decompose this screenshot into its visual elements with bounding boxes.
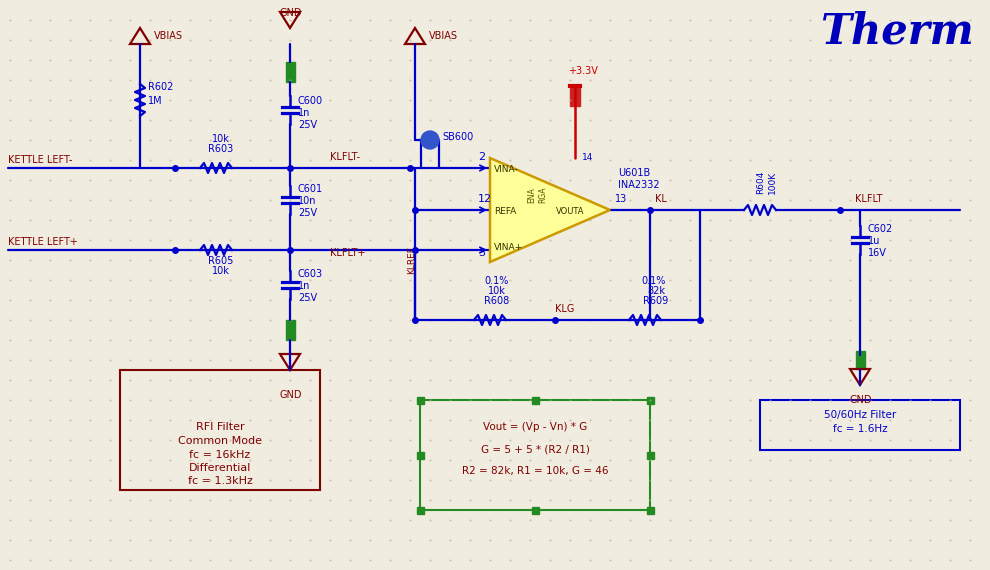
Text: 12: 12 xyxy=(478,194,492,204)
Text: 100K: 100K xyxy=(768,171,777,194)
Text: KL: KL xyxy=(655,194,667,204)
Text: 1n: 1n xyxy=(298,281,311,291)
Text: VINA+: VINA+ xyxy=(494,243,523,253)
Bar xyxy=(760,400,960,450)
Text: GND: GND xyxy=(850,395,872,405)
Text: REFA: REFA xyxy=(494,207,516,217)
Text: RFI Filter: RFI Filter xyxy=(196,422,245,432)
Bar xyxy=(856,351,865,369)
Text: ENA: ENA xyxy=(527,187,536,203)
Text: 3: 3 xyxy=(478,248,485,258)
Text: fc = 16kHz: fc = 16kHz xyxy=(189,450,250,460)
Text: R602: R602 xyxy=(148,82,173,92)
Text: R605: R605 xyxy=(208,256,234,266)
Text: 16V: 16V xyxy=(868,248,887,258)
Text: KLFLT: KLFLT xyxy=(855,194,882,204)
Text: R2 = 82k, R1 = 10k, G = 46: R2 = 82k, R1 = 10k, G = 46 xyxy=(461,466,608,476)
Bar xyxy=(417,397,424,404)
Bar xyxy=(646,397,653,404)
Bar xyxy=(417,451,424,458)
Text: Therm: Therm xyxy=(820,10,973,52)
Polygon shape xyxy=(490,158,610,262)
Text: INA2332: INA2332 xyxy=(618,180,659,190)
Text: Differential: Differential xyxy=(189,463,251,473)
Bar xyxy=(417,507,424,514)
Bar xyxy=(286,320,295,340)
Text: R603: R603 xyxy=(208,144,234,154)
Text: R609: R609 xyxy=(643,296,668,306)
Text: R604: R604 xyxy=(756,170,765,194)
Text: fc = 1.6Hz: fc = 1.6Hz xyxy=(833,424,887,434)
Bar xyxy=(646,451,653,458)
Text: 50/60Hz Filter: 50/60Hz Filter xyxy=(824,410,896,420)
Circle shape xyxy=(421,131,439,149)
Text: GND: GND xyxy=(280,8,303,18)
Text: 1M: 1M xyxy=(148,96,162,106)
Bar xyxy=(532,397,539,404)
Text: 1n: 1n xyxy=(298,108,311,118)
Text: C603: C603 xyxy=(298,269,323,279)
Bar xyxy=(570,88,580,106)
Bar xyxy=(120,370,320,490)
Text: 14: 14 xyxy=(582,153,593,162)
Text: fc = 1.3kHz: fc = 1.3kHz xyxy=(187,476,252,486)
Text: VBIAS: VBIAS xyxy=(154,31,183,41)
Text: 10k: 10k xyxy=(212,266,230,276)
Text: KETTLE LEFT+: KETTLE LEFT+ xyxy=(8,237,78,247)
Text: KLREF: KLREF xyxy=(407,246,416,274)
Text: 25V: 25V xyxy=(298,120,317,130)
Text: VOUTA: VOUTA xyxy=(556,207,584,217)
Bar xyxy=(646,507,653,514)
Text: 1u: 1u xyxy=(868,236,880,246)
Text: 0.1%: 0.1% xyxy=(484,276,509,286)
Text: R608: R608 xyxy=(484,296,509,306)
Text: 25V: 25V xyxy=(298,293,317,303)
Text: Common Mode: Common Mode xyxy=(178,436,262,446)
Text: C600: C600 xyxy=(298,96,323,106)
Text: 0.1%: 0.1% xyxy=(641,276,665,286)
Text: G = 5 + 5 * (R2 / R1): G = 5 + 5 * (R2 / R1) xyxy=(480,445,589,455)
Text: GND: GND xyxy=(280,390,303,400)
Bar xyxy=(286,62,295,82)
Text: +3.3V: +3.3V xyxy=(568,66,598,76)
Text: 13: 13 xyxy=(615,194,628,204)
Bar xyxy=(420,400,650,510)
Text: U601B: U601B xyxy=(618,168,650,178)
Text: KLG: KLG xyxy=(555,304,574,314)
Text: 10k: 10k xyxy=(488,286,506,296)
Text: SB600: SB600 xyxy=(442,132,473,142)
Text: KETTLE LEFT-: KETTLE LEFT- xyxy=(8,155,72,165)
Text: 10n: 10n xyxy=(298,196,317,206)
Text: 10k: 10k xyxy=(212,134,230,144)
Text: 2: 2 xyxy=(478,152,485,162)
Text: 25V: 25V xyxy=(298,208,317,218)
Text: RGA: RGA xyxy=(538,187,547,203)
Text: Vout = (Vp - Vn) * G: Vout = (Vp - Vn) * G xyxy=(483,422,587,432)
Text: C601: C601 xyxy=(298,184,323,194)
Text: C602: C602 xyxy=(868,224,893,234)
Text: 82k: 82k xyxy=(647,286,665,296)
Text: KLFLT-: KLFLT- xyxy=(330,152,360,162)
Bar xyxy=(532,507,539,514)
Text: KLFLT+: KLFLT+ xyxy=(330,248,365,258)
Text: VINA-: VINA- xyxy=(494,165,519,174)
Text: VBIAS: VBIAS xyxy=(429,31,458,41)
